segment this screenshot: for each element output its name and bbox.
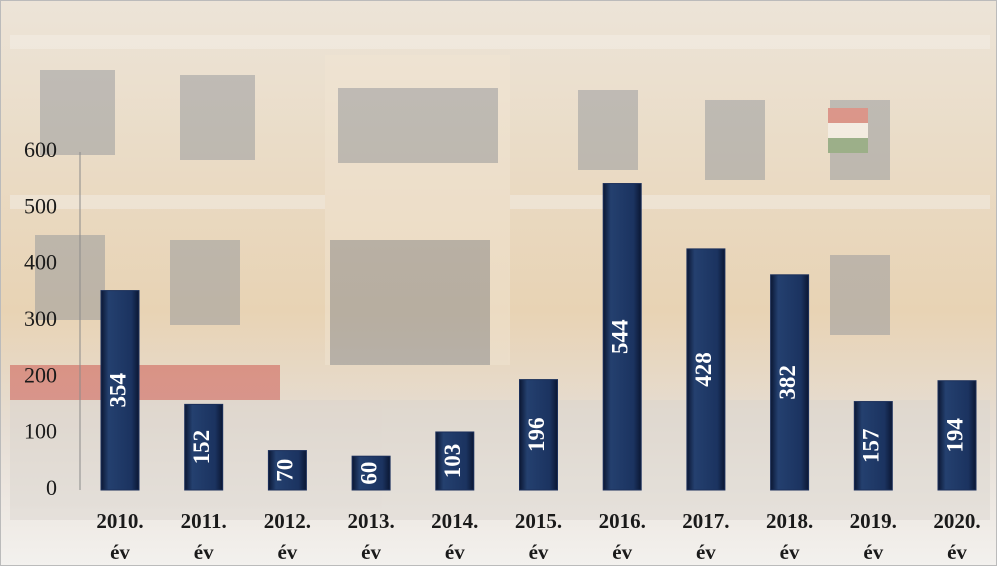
x-tick-label: 2017. év	[682, 509, 730, 564]
bar	[770, 274, 810, 491]
bar	[937, 380, 977, 491]
y-tick-label: 0	[46, 475, 57, 500]
x-tick-label: 2016. év	[598, 509, 646, 564]
x-tick-label: 2012. év	[263, 509, 312, 564]
bar	[100, 290, 140, 491]
bar	[184, 403, 224, 491]
data-label: 382	[775, 365, 800, 400]
bar	[435, 431, 475, 491]
bar	[602, 183, 642, 491]
bar	[686, 248, 726, 491]
data-label: 70	[273, 459, 298, 482]
data-label: 196	[524, 418, 549, 453]
y-tick-label: 300	[24, 306, 57, 331]
background-building	[10, 35, 990, 520]
data-label: 152	[189, 430, 214, 465]
data-label: 354	[105, 373, 130, 408]
x-tick-label: 2014. év	[431, 509, 479, 564]
x-tick-label: 2019. év	[849, 509, 897, 564]
y-tick-label: 200	[24, 362, 57, 387]
bar	[351, 455, 391, 491]
data-label: 157	[859, 429, 884, 464]
bar	[267, 450, 307, 491]
y-tick-label: 100	[24, 419, 57, 444]
y-tick-label: 500	[24, 193, 57, 218]
x-tick-label: 2013. év	[347, 509, 395, 564]
x-tick-label: 2018. év	[765, 509, 814, 564]
x-tick-label: 2011. év	[180, 509, 227, 564]
data-label: 103	[440, 444, 465, 479]
y-tick-label: 400	[24, 250, 57, 275]
y-tick-label: 600	[24, 137, 57, 162]
x-tick-label: 2010. év	[96, 509, 144, 564]
bar	[853, 401, 893, 491]
x-tick-label: 2015. év	[514, 509, 563, 564]
data-label: 428	[691, 352, 716, 387]
bar	[519, 379, 558, 491]
data-label: 544	[607, 319, 632, 354]
data-label: 60	[356, 462, 381, 485]
x-tick-label: 2020. év	[933, 509, 981, 564]
data-label: 194	[942, 418, 967, 453]
